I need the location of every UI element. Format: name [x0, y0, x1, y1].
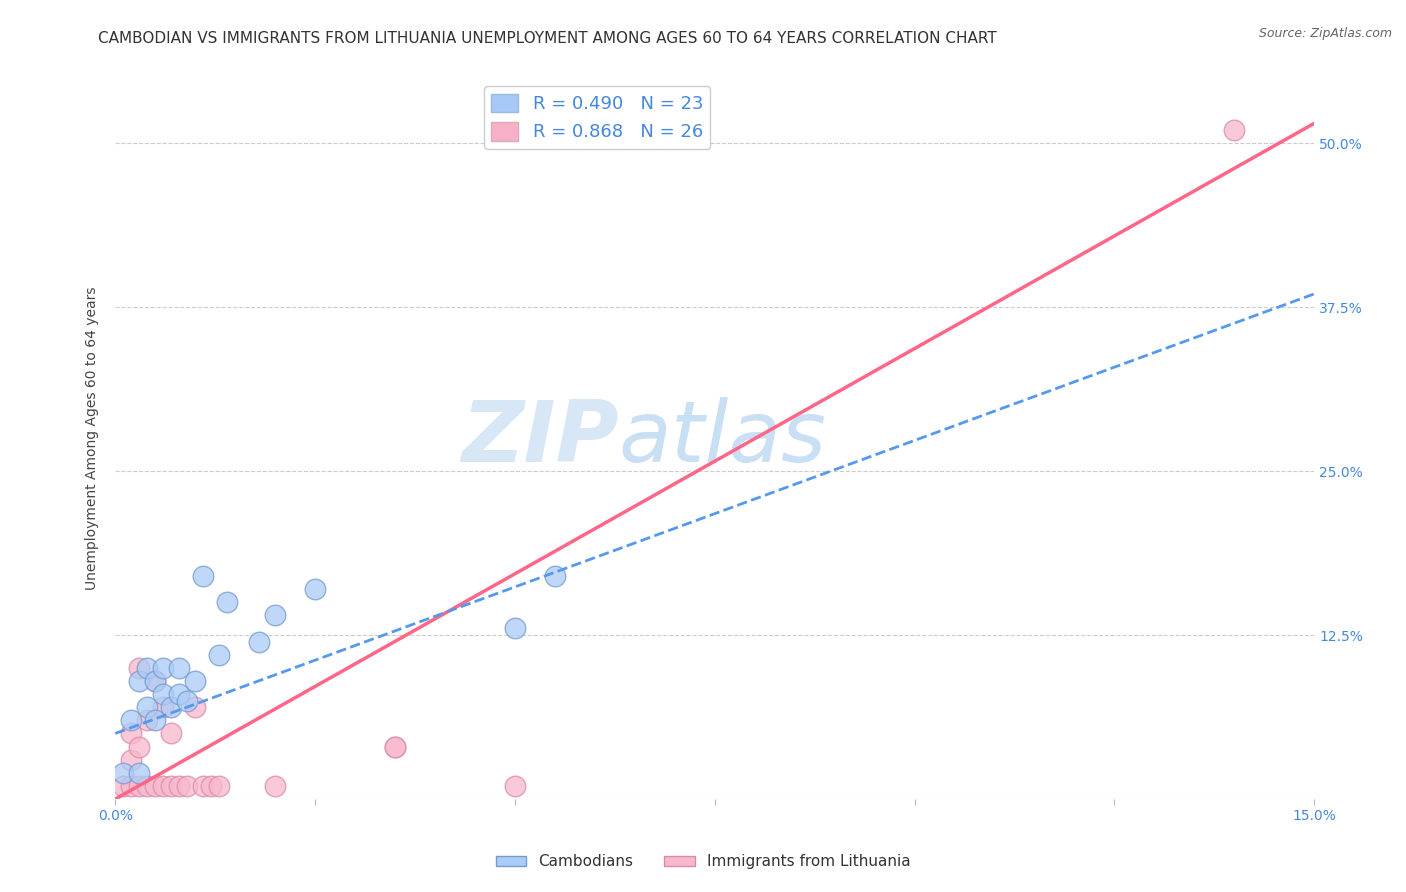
Point — [167, 687, 190, 701]
Point — [184, 700, 207, 714]
Point — [136, 700, 159, 714]
Point — [112, 765, 135, 780]
Point — [128, 739, 150, 754]
Point — [193, 569, 215, 583]
Point — [143, 714, 166, 728]
Legend: R = 0.490   N = 23, R = 0.868   N = 26: R = 0.490 N = 23, R = 0.868 N = 26 — [484, 87, 710, 149]
Point — [136, 714, 159, 728]
Point — [136, 661, 159, 675]
Point — [264, 779, 287, 793]
Point — [160, 779, 183, 793]
Point — [384, 739, 406, 754]
Point — [176, 693, 198, 707]
Point — [184, 673, 207, 688]
Point — [384, 739, 406, 754]
Point — [128, 779, 150, 793]
Point — [152, 661, 174, 675]
Point — [503, 622, 526, 636]
Point — [193, 779, 215, 793]
Point — [120, 714, 142, 728]
Point — [176, 779, 198, 793]
Legend: Cambodians, Immigrants from Lithuania: Cambodians, Immigrants from Lithuania — [489, 848, 917, 875]
Point — [160, 700, 183, 714]
Point — [143, 673, 166, 688]
Point — [120, 726, 142, 740]
Point — [247, 634, 270, 648]
Point — [1223, 123, 1246, 137]
Point — [217, 595, 239, 609]
Point — [200, 779, 222, 793]
Point — [304, 582, 326, 596]
Point — [128, 661, 150, 675]
Point — [503, 779, 526, 793]
Point — [208, 648, 231, 662]
Point — [152, 779, 174, 793]
Point — [143, 673, 166, 688]
Point — [208, 779, 231, 793]
Point — [160, 726, 183, 740]
Point — [167, 779, 190, 793]
Text: CAMBODIAN VS IMMIGRANTS FROM LITHUANIA UNEMPLOYMENT AMONG AGES 60 TO 64 YEARS CO: CAMBODIAN VS IMMIGRANTS FROM LITHUANIA U… — [98, 31, 997, 46]
Point — [264, 608, 287, 623]
Point — [128, 673, 150, 688]
Point — [544, 569, 567, 583]
Point — [128, 765, 150, 780]
Point — [143, 779, 166, 793]
Y-axis label: Unemployment Among Ages 60 to 64 years: Unemployment Among Ages 60 to 64 years — [86, 286, 100, 590]
Point — [120, 753, 142, 767]
Point — [152, 687, 174, 701]
Point — [167, 661, 190, 675]
Point — [120, 779, 142, 793]
Text: Source: ZipAtlas.com: Source: ZipAtlas.com — [1258, 27, 1392, 40]
Point — [112, 779, 135, 793]
Point — [152, 700, 174, 714]
Text: ZIP: ZIP — [461, 397, 619, 480]
Text: atlas: atlas — [619, 397, 827, 480]
Point — [136, 779, 159, 793]
